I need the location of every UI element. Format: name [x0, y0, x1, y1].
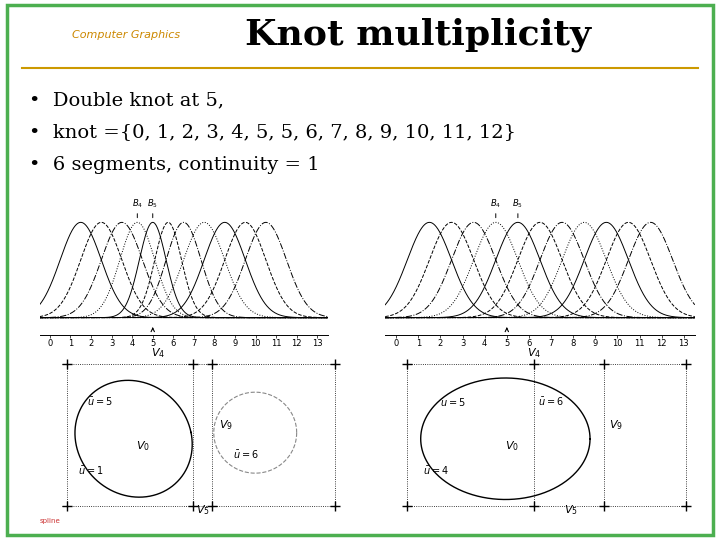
Text: $B_5$: $B_5$ [148, 198, 158, 210]
Text: $B_4$: $B_4$ [132, 198, 143, 210]
Text: $V_0$: $V_0$ [136, 439, 150, 453]
Text: $\bar{u}=4$: $\bar{u}=4$ [423, 465, 449, 477]
Text: $V_5$: $V_5$ [564, 504, 578, 517]
Text: (2): (2) [176, 367, 191, 377]
Text: $\bar{u}=5$: $\bar{u}=5$ [86, 396, 112, 408]
Text: $\bar{u}=1$: $\bar{u}=1$ [78, 465, 104, 477]
Text: $\bar{u}=6$: $\bar{u}=6$ [233, 449, 258, 461]
Text: $B_5$: $B_5$ [513, 198, 523, 210]
Text: •  knot ={0, 1, 2, 3, 4, 5, 5, 6, 7, 8, 9, 10, 11, 12}: • knot ={0, 1, 2, 3, 4, 5, 5, 6, 7, 8, 9… [29, 123, 516, 141]
Text: •  Double knot at 5,: • Double knot at 5, [29, 91, 224, 109]
Text: spline: spline [40, 518, 60, 524]
Text: $V_9$: $V_9$ [609, 418, 623, 433]
Text: $V_5$: $V_5$ [196, 504, 210, 517]
Text: Computer Graphics: Computer Graphics [72, 30, 180, 40]
Text: (1): (1) [533, 367, 547, 377]
Text: $B_4$: $B_4$ [490, 198, 501, 210]
Text: •  6 segments, continuity = 1: • 6 segments, continuity = 1 [29, 156, 320, 174]
Text: $u=5$: $u=5$ [440, 396, 465, 408]
Text: $V_0$: $V_0$ [505, 439, 519, 453]
Text: $V_4$: $V_4$ [151, 346, 166, 360]
Text: $V_4$: $V_4$ [527, 346, 541, 360]
Text: $\bar{u}=6$: $\bar{u}=6$ [538, 396, 564, 408]
Text: Knot multiplicity: Knot multiplicity [245, 18, 590, 52]
Text: $V_9$: $V_9$ [220, 418, 233, 433]
